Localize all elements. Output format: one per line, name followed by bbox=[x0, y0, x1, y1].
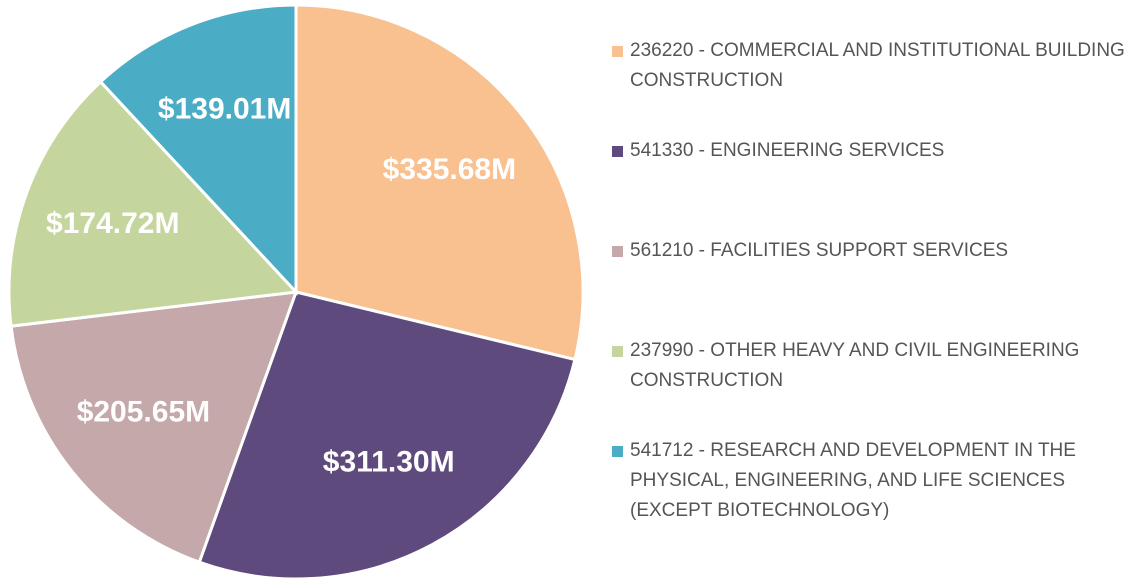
slice-label: $311.30M bbox=[323, 446, 455, 479]
pie-slice bbox=[197, 290, 577, 578]
legend-item: 237990 - OTHER HEAVY AND CIVIL ENGINEERI… bbox=[610, 336, 1130, 436]
legend-label: 541712 - RESEARCH AND DEVELOPMENT IN THE… bbox=[630, 440, 1076, 521]
pie-slice bbox=[98, 3, 298, 296]
legend: 236220 - COMMERCIAL AND INSTITUTIONAL BU… bbox=[610, 36, 1130, 536]
chart: $335.68M $311.30M $205.65M $174.72M $139.01M bbox=[7, 3, 585, 578]
legend-swatch bbox=[612, 246, 623, 257]
legend-swatch bbox=[612, 346, 623, 357]
legend-item: 541712 - RESEARCH AND DEVELOPMENT IN THE… bbox=[610, 436, 1130, 536]
legend-label: 561210 - FACILITIES SUPPORT SERVICES bbox=[630, 240, 1009, 261]
slice-label: $335.68M bbox=[383, 153, 516, 186]
legend-label: 541330 - ENGINEERING SERVICES bbox=[630, 140, 945, 161]
legend-item: 236220 - COMMERCIAL AND INSTITUTIONAL BU… bbox=[610, 36, 1130, 136]
legend-label: 237990 - OTHER HEAVY AND CIVIL ENGINEERI… bbox=[630, 340, 1080, 391]
legend-label: 236220 - COMMERCIAL AND INSTITUTIONAL BU… bbox=[630, 40, 1125, 91]
legend-swatch bbox=[612, 446, 623, 457]
legend-swatch bbox=[612, 46, 623, 57]
legend-item: 561210 - FACILITIES SUPPORT SERVICES bbox=[610, 236, 1130, 336]
pie-slice bbox=[294, 3, 585, 362]
slice-label: $205.65M bbox=[77, 396, 210, 429]
pie-slice bbox=[9, 290, 299, 565]
slice-label: $174.72M bbox=[46, 207, 179, 240]
pie-slice bbox=[7, 79, 300, 328]
slice-label: $139.01M bbox=[158, 92, 291, 125]
legend-swatch bbox=[612, 146, 623, 157]
legend-item: 541330 - ENGINEERING SERVICES bbox=[610, 136, 1130, 236]
